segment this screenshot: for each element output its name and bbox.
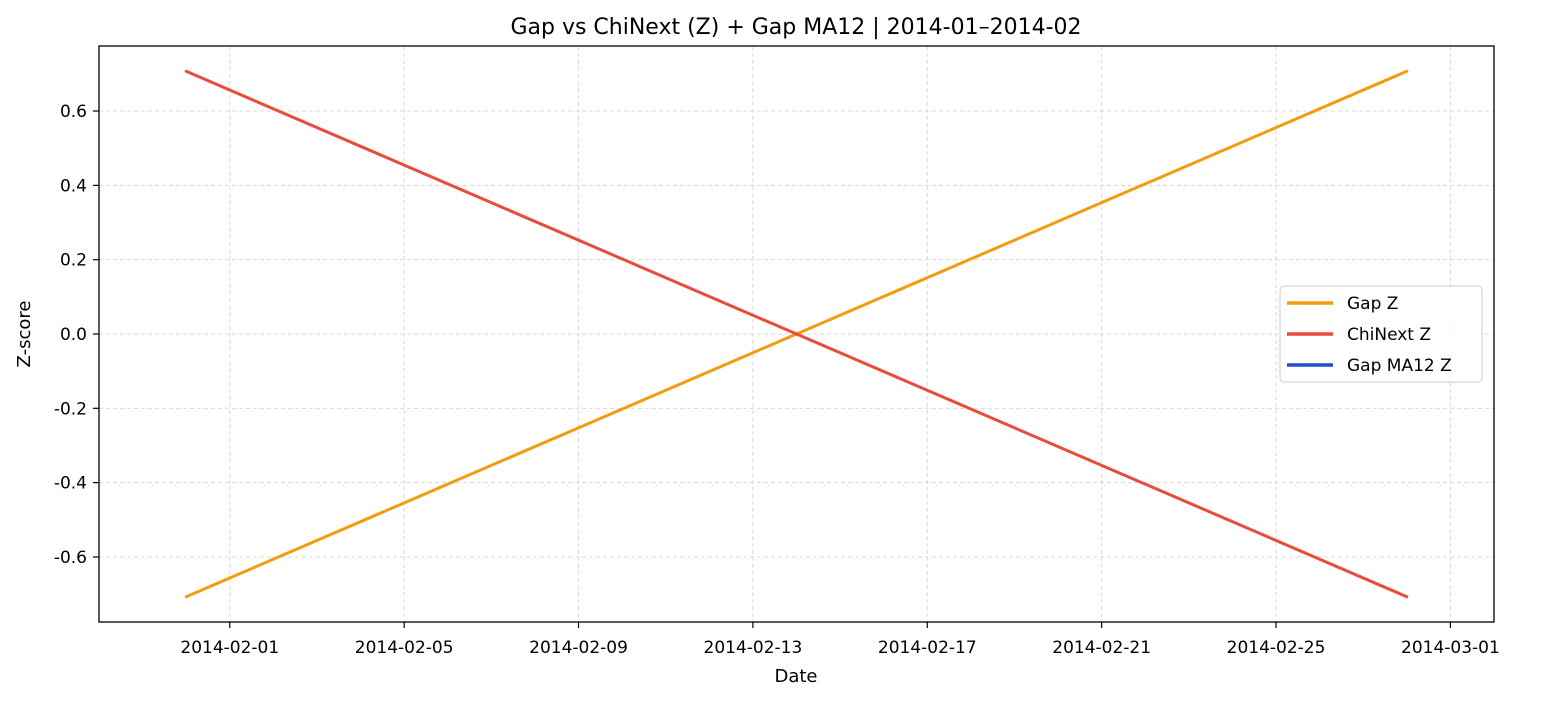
x-tick-label: 2014-02-25 bbox=[1227, 638, 1326, 658]
legend-box bbox=[1279, 285, 1483, 383]
y-tick-label: -0.4 bbox=[54, 474, 87, 494]
x-axis: 2014-02-01 2014-02-05 2014-02-09 2014-02-13… bbox=[180, 622, 1500, 658]
legend-label: Gap Z bbox=[1347, 294, 1398, 314]
y-tick-label: 0.6 bbox=[60, 102, 87, 122]
x-tick-label: 2014-02-13 bbox=[704, 638, 803, 658]
x-tick-label: 2014-02-17 bbox=[878, 638, 977, 658]
y-axis-label: Z-score bbox=[14, 301, 35, 368]
x-tick-label: 2014-02-21 bbox=[1052, 638, 1151, 658]
x-tick-label: 2014-02-05 bbox=[355, 638, 454, 658]
x-tick-label: 2014-03-01 bbox=[1401, 638, 1500, 658]
legend-label: ChiNext Z bbox=[1347, 325, 1431, 345]
x-tick-label: 2014-02-09 bbox=[529, 638, 628, 658]
y-tick-label: -0.6 bbox=[54, 548, 87, 568]
y-tick-label: -0.2 bbox=[54, 399, 87, 419]
series-line-1 bbox=[184, 69, 1409, 599]
y-tick-label: 0.0 bbox=[60, 325, 87, 345]
legend-label: Gap MA12 Z bbox=[1347, 356, 1452, 376]
chart-title: Gap vs ChiNext (Z) + Gap MA12 | 2014-01–… bbox=[510, 15, 1081, 40]
x-axis-label: Date bbox=[774, 666, 817, 687]
x-tick-label: 2014-02-01 bbox=[180, 638, 279, 658]
y-tick-label: 0.4 bbox=[60, 176, 87, 196]
series-lines bbox=[184, 69, 1409, 599]
grid bbox=[99, 46, 1494, 622]
y-tick-label: 0.2 bbox=[60, 251, 87, 271]
y-axis: -0.6 -0.4 -0.2 0.0 0.2 0.4 0.6 bbox=[54, 102, 99, 568]
legend: Gap Z ChiNext Z Gap MA12 Z bbox=[1279, 285, 1483, 383]
